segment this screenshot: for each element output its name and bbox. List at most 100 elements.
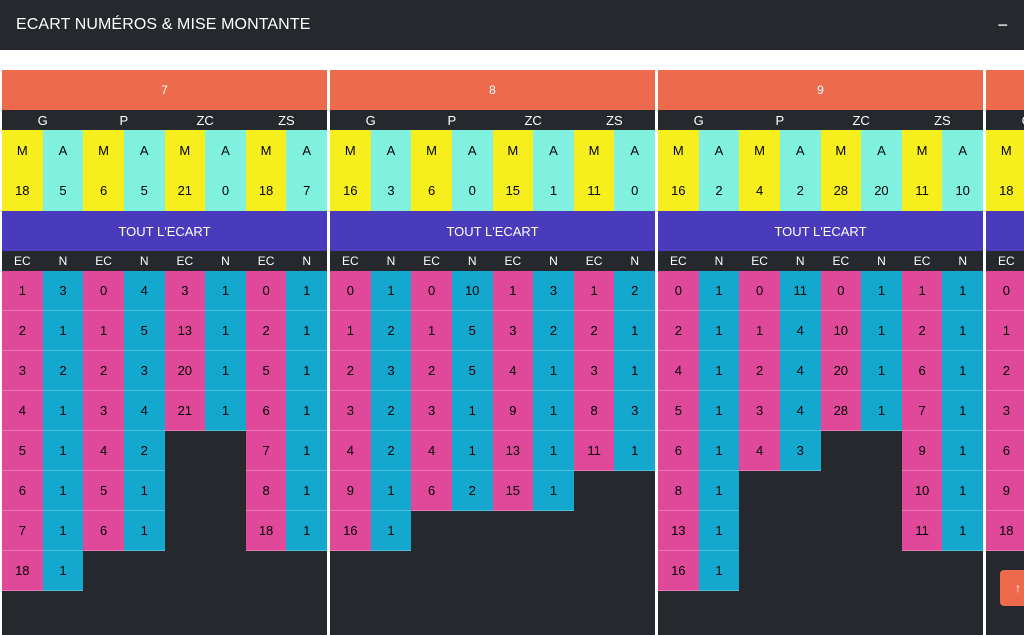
n-column-header: N: [614, 251, 655, 271]
ec-cell: 3: [411, 391, 452, 431]
mise-a-value: 10: [942, 170, 983, 211]
mise-m-value: 16: [330, 170, 371, 211]
n-cell: 1: [614, 311, 655, 351]
n-cell: 2: [370, 431, 412, 471]
mise-a-value: 7: [286, 170, 327, 211]
panel-number-header: 8: [330, 70, 655, 110]
ec-cell: 10: [820, 311, 862, 351]
n-cell: 1: [205, 311, 246, 351]
arrow-up-icon: ↑: [1015, 581, 1021, 595]
ec-column-header: EC: [83, 251, 124, 271]
mise-a-label: A: [123, 130, 165, 170]
ec-cell: 9: [492, 391, 534, 431]
n-cell: 1: [942, 431, 983, 471]
n-cell: 1: [123, 471, 165, 511]
n-column-header: N: [861, 251, 902, 271]
collapse-button[interactable]: −: [997, 15, 1008, 35]
group-header: ZS: [901, 110, 983, 130]
mise-a-label: A: [286, 130, 327, 170]
ec-cell: 2: [245, 311, 287, 351]
n-cell: 2: [614, 271, 655, 311]
n-cell: 1: [614, 351, 655, 391]
mise-a-label: A: [861, 130, 902, 170]
n-column-header: N: [42, 251, 84, 271]
mise-m-value: 11: [901, 170, 943, 211]
ec-cell: 4: [83, 431, 124, 471]
n-cell: 2: [533, 311, 574, 351]
group-header: ZC: [164, 110, 246, 130]
ec-cell: 1: [492, 271, 534, 311]
scroll-to-top-button[interactable]: ↑: [1000, 570, 1024, 606]
mise-a-label: A: [205, 130, 246, 170]
mise-m-label: M: [411, 130, 452, 170]
mise-a-value: 5: [123, 170, 165, 211]
n-cell: 1: [942, 511, 983, 551]
ec-cell: 9: [330, 471, 371, 511]
mise-m-label: M: [330, 130, 371, 170]
n-cell: 5: [451, 311, 493, 351]
mise-a-value: 2: [698, 170, 740, 211]
mise-a-value: 0: [205, 170, 246, 211]
ec-cell: 9: [986, 471, 1024, 511]
n-cell: 4: [123, 271, 165, 311]
mise-m-label: M: [901, 130, 943, 170]
n-cell: 4: [123, 391, 165, 431]
number-panel: GPZCZSMAMAMAMA18TOUT L'ECARTECNECNECNECN…: [986, 70, 1024, 635]
ec-cell: 4: [330, 431, 371, 471]
ec-cell: 3: [739, 391, 780, 431]
mise-m-label: M: [986, 130, 1024, 170]
ec-cell: 2: [658, 311, 699, 351]
n-column-header: N: [286, 251, 327, 271]
mise-m-label: M: [164, 130, 206, 170]
page-title: ECART NUMÉROS & MISE MONTANTE: [16, 16, 311, 33]
mise-a-value: 0: [451, 170, 493, 211]
n-cell: 1: [698, 311, 740, 351]
n-cell: 1: [942, 391, 983, 431]
n-cell: 2: [42, 351, 84, 391]
mise-a-value: 1: [533, 170, 574, 211]
mise-m-label: M: [820, 130, 862, 170]
mise-a-value: 5: [42, 170, 84, 211]
n-column-header: N: [698, 251, 740, 271]
n-cell: 4: [779, 391, 821, 431]
ec-cell: 16: [330, 511, 371, 551]
mise-a-value: 2: [779, 170, 821, 211]
n-cell: 1: [286, 271, 327, 311]
ec-cell: 1: [411, 311, 452, 351]
ec-cell: 0: [330, 271, 371, 311]
n-cell: 5: [451, 351, 493, 391]
ec-column-header: EC: [901, 251, 943, 271]
ec-cell: 5: [83, 471, 124, 511]
ec-cell: 2: [739, 351, 780, 391]
n-cell: 1: [861, 271, 902, 311]
group-header: ZC: [492, 110, 574, 130]
n-cell: 1: [698, 551, 740, 591]
ec-cell: 13: [658, 511, 699, 551]
mise-m-value: 28: [820, 170, 862, 211]
ec-cell: 7: [245, 431, 287, 471]
n-cell: 3: [533, 271, 574, 311]
ec-cell: 6: [901, 351, 943, 391]
ec-cell: 0: [986, 271, 1024, 311]
n-cell: 1: [533, 471, 574, 511]
ec-cell: 2: [411, 351, 452, 391]
n-cell: 1: [698, 391, 740, 431]
n-cell: 1: [42, 311, 84, 351]
n-cell: 1: [123, 511, 165, 551]
ec-cell: 9: [901, 431, 943, 471]
ec-column-header: EC: [739, 251, 780, 271]
ec-cell: 4: [411, 431, 452, 471]
n-cell: 2: [370, 311, 412, 351]
n-column-header: N: [779, 251, 821, 271]
n-cell: 1: [286, 431, 327, 471]
n-column-header: N: [370, 251, 412, 271]
ec-cell: 18: [245, 511, 287, 551]
n-cell: 1: [42, 551, 84, 591]
tout-ecart-banner: TOUT L'ECART: [986, 211, 1024, 251]
mise-a-label: A: [942, 130, 983, 170]
mise-m-value: 21: [164, 170, 206, 211]
n-cell: 1: [286, 511, 327, 551]
group-header: P: [83, 110, 165, 130]
ec-cell: 3: [986, 391, 1024, 431]
mise-m-value: 18: [2, 170, 43, 211]
